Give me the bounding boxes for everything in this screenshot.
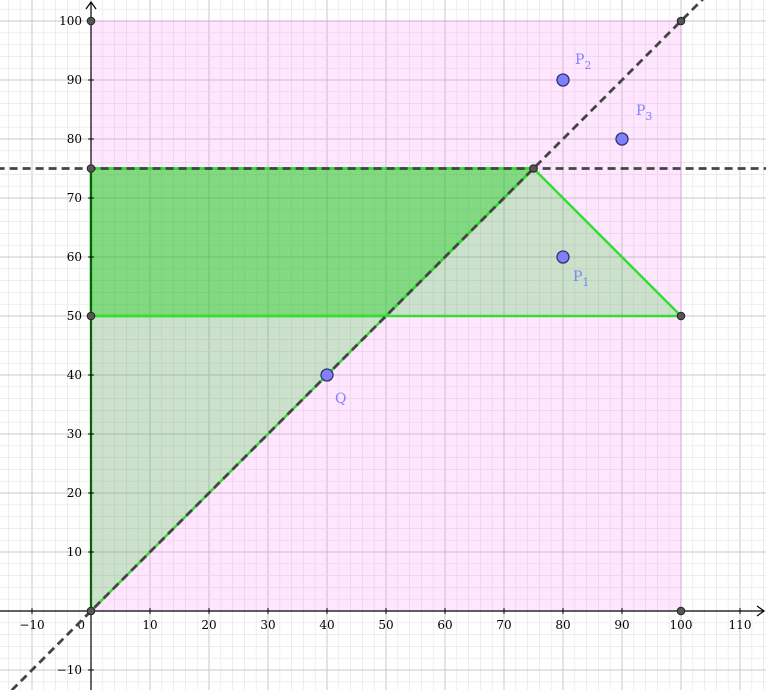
x-tick-label: 40 (319, 618, 334, 632)
x-tick-label: 30 (260, 618, 275, 632)
x-axis-arrow (756, 605, 766, 617)
green-regions (89, 167, 683, 613)
x-tick-label: 80 (555, 618, 570, 632)
point-p1 (556, 250, 570, 264)
x-tick-label: 10 (142, 618, 157, 632)
point-q (320, 368, 334, 382)
point-label-p2: P2 (575, 52, 591, 72)
y-axis-arrow (85, 0, 97, 10)
y-tick-label: 80 (67, 132, 82, 146)
x-tick-label: 70 (496, 618, 511, 632)
vertex-point (86, 164, 96, 173)
point-label-p1: P1 (573, 269, 589, 289)
y-tick-label: −10 (57, 663, 82, 677)
y-tick-label: 30 (67, 427, 82, 441)
y-tick-label: 50 (67, 309, 82, 323)
y-tick-label: 10 (67, 545, 82, 559)
x-tick-label: 50 (378, 618, 393, 632)
vertex-point (676, 311, 686, 321)
x-tick-label: 110 (729, 618, 752, 632)
y-tick-label: 90 (67, 73, 82, 87)
vertex-point (676, 606, 686, 616)
y-tick-label: 40 (67, 368, 82, 382)
origin-label: 0 (77, 618, 85, 632)
x-tick-label: 90 (614, 618, 629, 632)
vertex-point (529, 164, 538, 173)
y-tick-label: 20 (67, 486, 82, 500)
x-tick-label: 60 (437, 618, 452, 632)
x-tick-label: 20 (201, 618, 216, 632)
vertex-point (86, 311, 96, 321)
y-tick-label: 100 (59, 14, 82, 28)
x-tick-label: −10 (19, 618, 44, 632)
vertex-point (86, 606, 96, 616)
vertex-point (86, 16, 96, 26)
point-label-q: Q (335, 391, 346, 407)
y-tick-label: 60 (67, 250, 82, 264)
vertex-point (676, 16, 686, 26)
point-label-p3: P3 (636, 103, 652, 123)
point-p2 (556, 73, 570, 87)
x-tick-label: 100 (670, 618, 693, 632)
y-tick-label: 70 (67, 191, 82, 205)
labeled-points: Q P1 P2 P3 (320, 52, 652, 407)
point-p3 (615, 132, 629, 146)
vertex-points (86, 16, 686, 616)
